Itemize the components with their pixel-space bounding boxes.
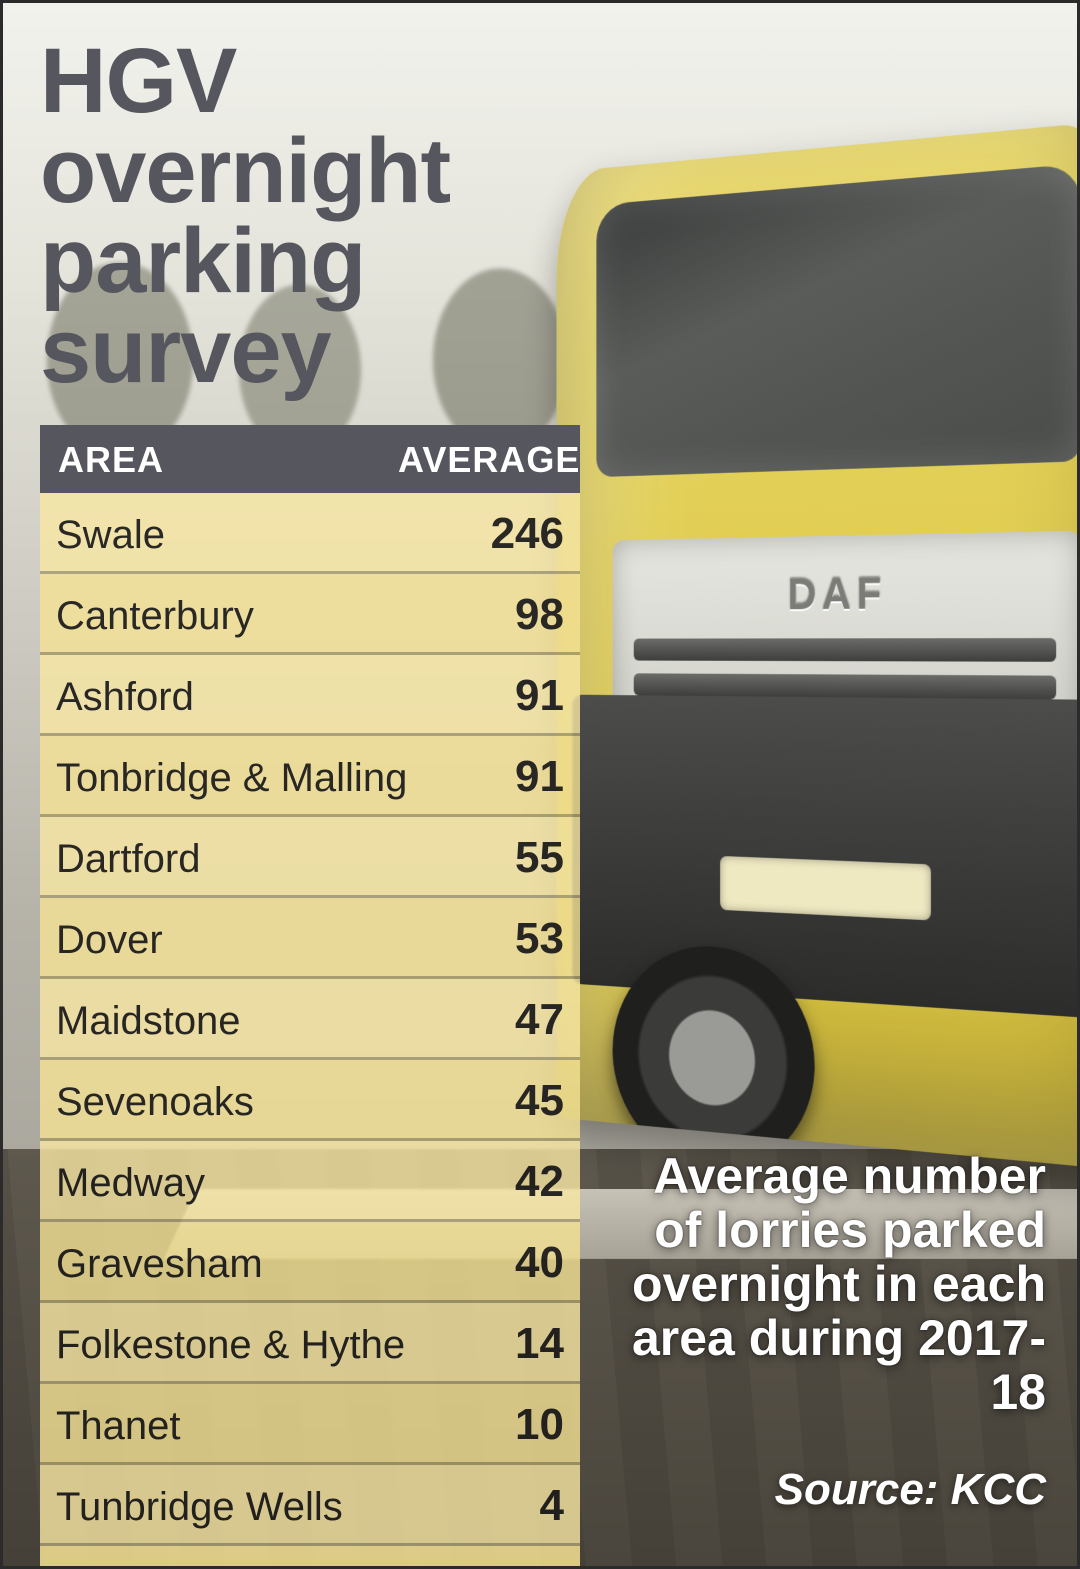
row-area: Medway [56,1161,414,1206]
row-area: Maidstone [56,999,414,1044]
row-average: 98 [414,590,564,640]
row-average: 4 [414,1481,564,1531]
table-row: Tunbridge Wells4 [40,1465,580,1546]
row-average: 10 [414,1400,564,1450]
row-area: Ashford [56,675,414,720]
table-row: Gravesham40 [40,1222,580,1303]
number-plate [720,856,931,921]
info-panel: HGV overnight parking survey AREA AVERAG… [40,36,580,1569]
row-area: Gravesham [56,1242,414,1287]
table-row: Swale246 [40,493,580,574]
row-average: 14 [414,1319,564,1369]
row-average: 45 [414,1076,564,1126]
lorry-cab: DAF [556,120,1080,1170]
row-area: Canterbury [56,594,414,639]
table-row: Medway42 [40,1141,580,1222]
total-label: Total [56,1566,414,1569]
header-area: AREA [40,425,380,493]
row-average: 91 [414,752,564,802]
caption-text: Average number of lorries parked overnig… [616,1149,1046,1419]
row-average: 55 [414,833,564,883]
table-row: Ashford91 [40,655,580,736]
row-average: 42 [414,1157,564,1207]
table-header: AREA AVERAGE [40,425,580,493]
lorry-badge: DAF [634,565,1056,620]
source-text: Source: KCC [775,1465,1046,1515]
table-row: Thanet10 [40,1384,580,1465]
row-area: Tunbridge Wells [56,1485,414,1530]
table-row: Dartford55 [40,817,580,898]
header-average: AVERAGE [380,425,580,493]
row-average: 53 [414,914,564,964]
row-average: 91 [414,671,564,721]
table-row: Sevenoaks45 [40,1060,580,1141]
row-area: Folkestone & Hythe [56,1323,414,1368]
row-average: 40 [414,1238,564,1288]
table-row: Maidstone47 [40,979,580,1060]
table-row: Dover53 [40,898,580,979]
row-area: Sevenoaks [56,1080,414,1125]
table-body: Swale246Canterbury98Ashford91Tonbridge &… [40,493,580,1569]
row-average: 47 [414,995,564,1045]
table-row: Canterbury98 [40,574,580,655]
total-value: 836 [414,1562,564,1569]
lorry-windshield [596,163,1080,477]
row-area: Dover [56,918,414,963]
table-row-total: Total836 [40,1546,580,1569]
survey-table: AREA AVERAGE Swale246Canterbury98Ashford… [40,425,580,1569]
row-area: Dartford [56,837,414,882]
row-area: Thanet [56,1404,414,1449]
row-area: Swale [56,513,414,558]
grille-slat [634,638,1056,662]
table-row: Tonbridge & Malling91 [40,736,580,817]
infographic-title: HGV overnight parking survey [40,36,580,397]
row-area: Tonbridge & Malling [56,756,414,801]
row-average: 246 [414,509,564,559]
table-row: Folkestone & Hythe14 [40,1303,580,1384]
